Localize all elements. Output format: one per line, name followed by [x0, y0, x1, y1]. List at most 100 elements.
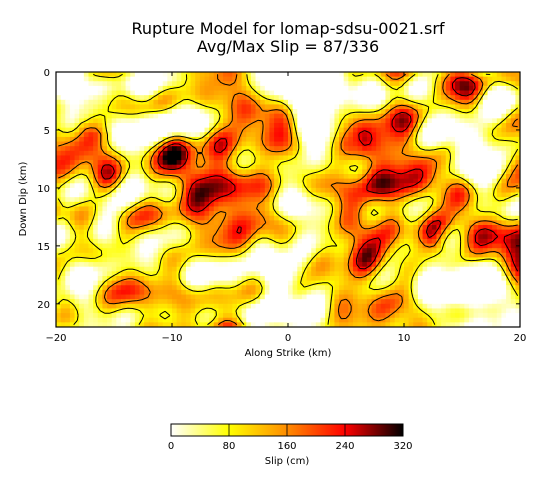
- slip-cell: [130, 252, 136, 259]
- slip-cell: [246, 76, 252, 82]
- slip-cell: [473, 206, 479, 212]
- slip-cell: [464, 234, 470, 240]
- slip-cell: [79, 141, 85, 147]
- slip-cell: [204, 280, 210, 286]
- slip-cell: [352, 90, 359, 96]
- slip-cell: [56, 299, 62, 305]
- slip-cell: [315, 113, 322, 119]
- slip-cell: [376, 243, 382, 249]
- slip-cell: [260, 257, 266, 263]
- slip-cell: [274, 150, 280, 157]
- slip-cell: [227, 146, 233, 152]
- slip-cell: [450, 123, 456, 129]
- slip-cell: [413, 215, 419, 221]
- slip-cell: [116, 266, 122, 272]
- slip-cell: [352, 76, 359, 82]
- slip-cell: [473, 262, 479, 268]
- slip-cell: [255, 280, 261, 286]
- slip-cell: [204, 266, 210, 272]
- slip-cell: [227, 299, 233, 305]
- slip-cell: [292, 211, 298, 217]
- slip-cell: [255, 123, 261, 129]
- slip-cell: [223, 280, 229, 286]
- slip-cell: [352, 141, 359, 147]
- slip-cell: [148, 220, 155, 226]
- slip-cell: [455, 132, 461, 138]
- slip-cell: [83, 276, 90, 282]
- slip-cell: [301, 187, 308, 194]
- slip-cell: [264, 76, 271, 82]
- slip-cell: [464, 155, 470, 161]
- slip-cell: [195, 76, 201, 82]
- slip-cell: [366, 299, 373, 305]
- slip-cell: [301, 164, 308, 170]
- slip-cell: [464, 285, 470, 291]
- slip-cell: [195, 174, 201, 180]
- slip-cell: [74, 271, 80, 277]
- slip-cell: [176, 280, 182, 286]
- slip-cell: [56, 136, 62, 143]
- slip-cell: [478, 294, 484, 300]
- slip-cell: [422, 276, 428, 282]
- slip-cell: [464, 127, 470, 133]
- slip-cell: [329, 155, 335, 161]
- slip-cell: [172, 160, 178, 166]
- slip-cell: [153, 280, 159, 286]
- slip-cell: [269, 146, 275, 152]
- slip-cell: [181, 266, 187, 272]
- slip-cell: [385, 178, 391, 184]
- slip-cell: [176, 146, 182, 152]
- slip-cell: [148, 169, 155, 175]
- slip-cell: [301, 197, 308, 203]
- slip-cell: [339, 183, 345, 189]
- slip-cell: [334, 238, 340, 245]
- slip-cell: [352, 238, 359, 245]
- slip-cell: [399, 132, 405, 138]
- slip-cell: [176, 192, 182, 198]
- slip-cell: [255, 276, 261, 282]
- slip-cell: [459, 225, 465, 231]
- slip-cell: [404, 85, 410, 92]
- slip-cell: [431, 109, 438, 115]
- slip-cell: [125, 81, 131, 87]
- slip-cell: [496, 243, 503, 249]
- slip-cell: [343, 187, 349, 194]
- slip-cell: [172, 90, 178, 96]
- slip-cell: [496, 285, 503, 291]
- slip-cell: [315, 289, 322, 296]
- slip-cell: [422, 95, 428, 101]
- slip-cell: [269, 141, 275, 147]
- slip-cell: [227, 276, 233, 282]
- slip-cell: [371, 169, 377, 175]
- slip-cell: [422, 85, 428, 92]
- slip-cell: [97, 294, 103, 300]
- slip-cell: [190, 160, 196, 166]
- slip-cell: [482, 234, 489, 240]
- slip-cell: [459, 76, 465, 82]
- slip-cell: [427, 90, 433, 96]
- slip-cell: [148, 192, 155, 198]
- slip-cell: [473, 187, 479, 194]
- slip-cell: [320, 276, 326, 282]
- slip-cell: [431, 266, 438, 272]
- slip-cell: [162, 252, 168, 259]
- slip-cell: [431, 178, 438, 184]
- slip-cell: [515, 201, 520, 208]
- slip-cell: [283, 215, 289, 221]
- slip-cell: [455, 197, 461, 203]
- slip-cell: [195, 169, 201, 175]
- slip-cell: [88, 271, 94, 277]
- slip-cell: [473, 81, 479, 87]
- slip-cell: [297, 155, 303, 161]
- slip-cell: [204, 123, 210, 129]
- slip-cell: [362, 132, 368, 138]
- slip-cell: [468, 271, 475, 277]
- slip-cell: [301, 289, 308, 296]
- slip-cell: [153, 206, 159, 212]
- slip-cell: [116, 192, 122, 198]
- slip-cell: [399, 155, 405, 161]
- slip-cell: [482, 248, 489, 254]
- slip-cell: [301, 136, 308, 143]
- slip-cell: [232, 211, 238, 217]
- slip-cell: [371, 81, 377, 87]
